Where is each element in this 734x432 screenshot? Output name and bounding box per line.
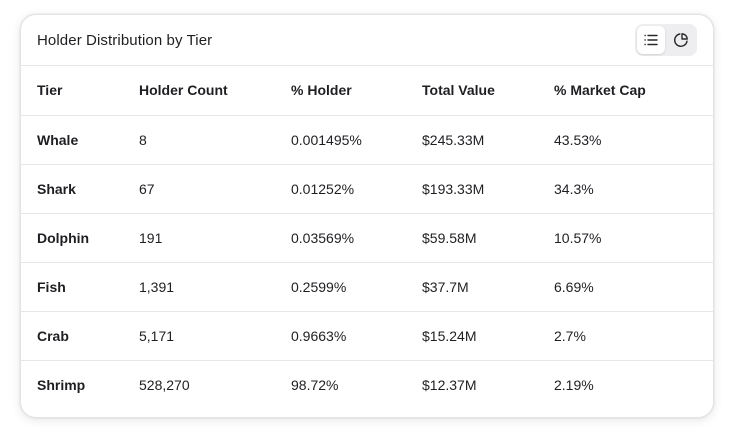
cell-percent-holder: 0.2599% [291, 262, 422, 312]
list-view-button[interactable] [637, 26, 665, 54]
cell-tier: Crab [21, 311, 139, 361]
cell-holder-count: 5,171 [139, 311, 291, 361]
cell-percent-market-cap: 10.57% [554, 213, 713, 263]
cell-holder-count: 1,391 [139, 262, 291, 312]
cell-total-value: $193.33M [422, 164, 554, 214]
table-row: Dolphin 191 0.03569% $59.58M 10.57% [21, 213, 713, 263]
column-header-total-value: Total Value [422, 66, 554, 116]
holder-tier-table: Tier Holder Count % Holder Total Value %… [21, 66, 713, 409]
table-row: Crab 5,171 0.9663% $15.24M 2.7% [21, 311, 713, 361]
cell-percent-holder: 0.9663% [291, 311, 422, 361]
cell-total-value: $37.7M [422, 262, 554, 312]
cell-percent-holder: 0.03569% [291, 213, 422, 263]
cell-holder-count: 67 [139, 164, 291, 214]
cell-tier: Dolphin [21, 213, 139, 263]
cell-percent-market-cap: 2.7% [554, 311, 713, 361]
cell-holder-count: 191 [139, 213, 291, 263]
cell-tier: Whale [21, 115, 139, 165]
cell-tier: Shark [21, 164, 139, 214]
card-title: Holder Distribution by Tier [37, 31, 213, 49]
column-header-holder-count: Holder Count [139, 66, 291, 116]
table-header-row: Tier Holder Count % Holder Total Value %… [21, 66, 713, 116]
cell-percent-holder: 0.001495% [291, 115, 422, 165]
cell-total-value: $59.58M [422, 213, 554, 263]
chart-view-button[interactable] [667, 26, 695, 54]
view-toggle [635, 24, 697, 56]
cell-percent-market-cap: 43.53% [554, 115, 713, 165]
holder-distribution-card: Holder Distribution by Tier [20, 14, 714, 418]
column-header-percent-holder: % Holder [291, 66, 422, 116]
card-header: Holder Distribution by Tier [21, 15, 713, 66]
cell-percent-holder: 98.72% [291, 376, 339, 393]
cell-holder-count: 528,270 [139, 376, 190, 393]
cell-total-value: $245.33M [422, 115, 554, 165]
column-header-percent-market-cap: % Market Cap [554, 66, 713, 116]
cell-percent-market-cap: 6.69% [554, 262, 713, 312]
cell-percent-market-cap: 2.19% [554, 376, 594, 393]
list-icon [644, 34, 658, 46]
cell-tier: Fish [21, 262, 139, 312]
table-row: Shrimp 528,270 98.72% $12.37M 2.19% [21, 360, 713, 409]
cell-total-value: $12.37M [422, 376, 477, 393]
cell-tier: Shrimp [37, 376, 86, 393]
cell-holder-count: 8 [139, 115, 291, 165]
pie-chart-icon [674, 33, 688, 47]
cell-percent-market-cap: 34.3% [554, 164, 713, 214]
table-row: Whale 8 0.001495% $245.33M 43.53% [21, 115, 713, 165]
table-row: Shark 67 0.01252% $193.33M 34.3% [21, 164, 713, 214]
cell-percent-holder: 0.01252% [291, 164, 422, 214]
table-row: Fish 1,391 0.2599% $37.7M 6.69% [21, 262, 713, 312]
cell-total-value: $15.24M [422, 311, 554, 361]
column-header-tier: Tier [21, 66, 139, 116]
